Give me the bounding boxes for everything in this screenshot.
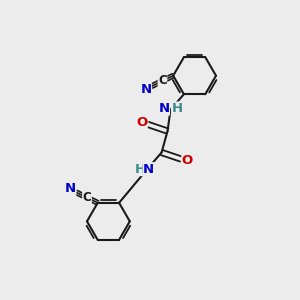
Text: N: N bbox=[158, 102, 169, 115]
Text: N: N bbox=[65, 182, 76, 195]
Text: N: N bbox=[140, 83, 152, 96]
Text: C: C bbox=[158, 74, 167, 87]
Text: H: H bbox=[172, 102, 183, 115]
Text: N: N bbox=[143, 163, 154, 176]
Text: O: O bbox=[182, 154, 193, 167]
Text: H: H bbox=[134, 163, 146, 176]
Text: C: C bbox=[82, 191, 91, 204]
Text: O: O bbox=[136, 116, 147, 129]
